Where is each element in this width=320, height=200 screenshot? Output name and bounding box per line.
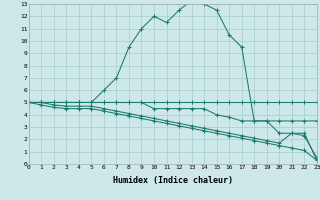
X-axis label: Humidex (Indice chaleur): Humidex (Indice chaleur) (113, 176, 233, 185)
